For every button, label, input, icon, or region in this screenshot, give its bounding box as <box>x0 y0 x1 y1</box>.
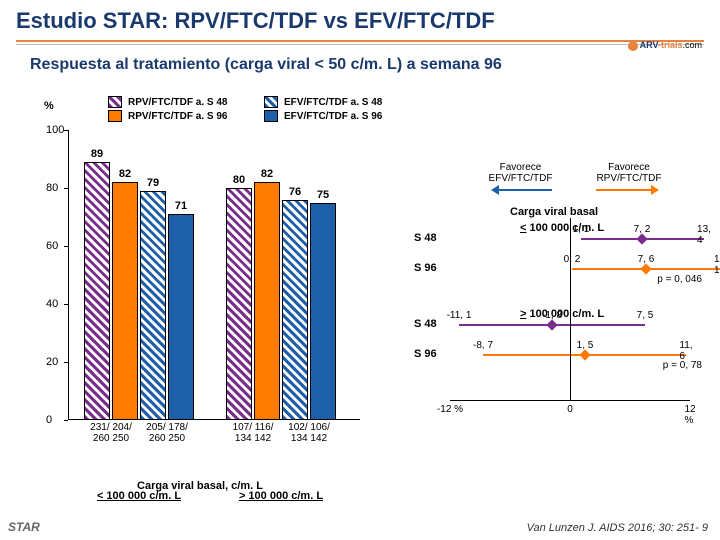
bar-value: 79 <box>147 177 159 189</box>
ci-value: -11, 1 <box>447 310 472 321</box>
legend-label: EFV/FTC/TDF a. S 96 <box>284 111 382 122</box>
logo-dot-icon <box>628 41 638 51</box>
legend-label: RPV/FTC/TDF a. S 96 <box>128 111 227 122</box>
ci-value: 15, 1 <box>714 254 720 276</box>
legend-label: RPV/FTC/TDF a. S 48 <box>128 97 227 108</box>
bar-value: 82 <box>119 168 131 180</box>
p-value: p = 0, 78 <box>663 360 702 371</box>
ci-point <box>546 319 557 330</box>
ci-value: 1, 1 <box>573 224 590 235</box>
bar-n-label: 107/ 116/ 134 142 <box>233 422 274 462</box>
ci-value: 11, 6 <box>679 340 692 362</box>
ci-value: 7, 6 <box>638 254 655 265</box>
chart-caption: Carga viral basal, c/m. L <box>40 480 360 492</box>
bar <box>310 203 336 421</box>
bar <box>168 214 194 420</box>
forest-plot: Favorece EFV/FTC/TDF Favorece RPV/FTC/TD… <box>380 168 700 468</box>
forest-header: Carga viral basal <box>510 206 598 218</box>
y-axis-label: % <box>44 100 54 112</box>
forest-row-label: S 96 <box>414 262 437 274</box>
bar <box>112 182 138 420</box>
bar <box>84 162 110 420</box>
y-tick: 80 <box>46 182 58 194</box>
ci-point <box>579 349 590 360</box>
title-rules <box>16 40 704 46</box>
subtitle: Respuesta al tratamiento (carga viral < … <box>0 46 720 80</box>
bar <box>282 200 308 420</box>
y-tick: 60 <box>46 240 58 252</box>
bar-value: 75 <box>317 189 329 201</box>
swatch-rpv96 <box>108 110 122 122</box>
favor-left: Favorece EFV/FTC/TDF <box>489 162 553 194</box>
swatch-rpv48 <box>108 96 122 108</box>
forest-row-label: S 96 <box>414 348 437 360</box>
ci-value: 13, 4 <box>697 224 711 246</box>
y-tick: 20 <box>46 356 58 368</box>
y-tick: 0 <box>46 414 52 426</box>
bar <box>254 182 280 420</box>
citation: Van Lunzen J. AIDS 2016; 30: 251- 9 <box>527 522 708 534</box>
bar-n-label: 205/ 178/ 260 250 <box>146 422 188 462</box>
y-tick: 100 <box>46 124 64 136</box>
p-value: p = 0, 046 <box>657 274 702 285</box>
ci-value: 0, 2 <box>564 254 581 265</box>
ci-value: -1, 8 <box>542 310 562 321</box>
bar-value: 89 <box>91 148 103 160</box>
bar-value: 80 <box>233 174 245 186</box>
forest-x-tick: -12 % <box>437 404 463 415</box>
swatch-efv96 <box>264 110 278 122</box>
logo: ARV-trials.com <box>628 40 702 51</box>
favor-right: Favorece RPV/FTC/TDF <box>596 162 661 194</box>
ci-value: -8, 7 <box>473 340 493 351</box>
bar-value: 76 <box>289 186 301 198</box>
ci-value: 7, 5 <box>637 310 654 321</box>
ci-point <box>636 233 647 244</box>
forest-row-label: S 48 <box>414 318 437 330</box>
bar-value: 82 <box>261 168 273 180</box>
bar-n-label: 231/ 204/ 260 250 <box>90 422 132 462</box>
ci-value: 7, 2 <box>634 224 651 235</box>
y-tick: 40 <box>46 298 58 310</box>
bar-value: 71 <box>175 200 187 212</box>
ci-value: 1, 5 <box>577 340 594 351</box>
bar-n-label: 102/ 106/ 134 142 <box>288 422 330 462</box>
forest-x-tick: 0 <box>567 404 573 415</box>
forest-section-title: < 100 000 c/m. L <box>520 222 604 234</box>
swatch-efv48 <box>264 96 278 108</box>
forest-row-label: S 48 <box>414 232 437 244</box>
bar <box>226 188 252 420</box>
forest-x-tick: 12 % <box>684 404 695 426</box>
ci-point <box>640 263 651 274</box>
legend: RPV/FTC/TDF a. S 48 EFV/FTC/TDF a. S 48 … <box>108 96 414 124</box>
bar <box>140 191 166 420</box>
legend-label: EFV/FTC/TDF a. S 48 <box>284 97 382 108</box>
page-title: Estudio STAR: RPV/FTC/TDF vs EFV/FTC/TDF <box>16 8 704 34</box>
footer-study: STAR <box>8 520 40 534</box>
bar-chart: 8982797180827675 231/ 204/ 260 250205/ 1… <box>40 130 360 450</box>
forest-section-title: > 100 000 c/m. L <box>520 308 604 320</box>
